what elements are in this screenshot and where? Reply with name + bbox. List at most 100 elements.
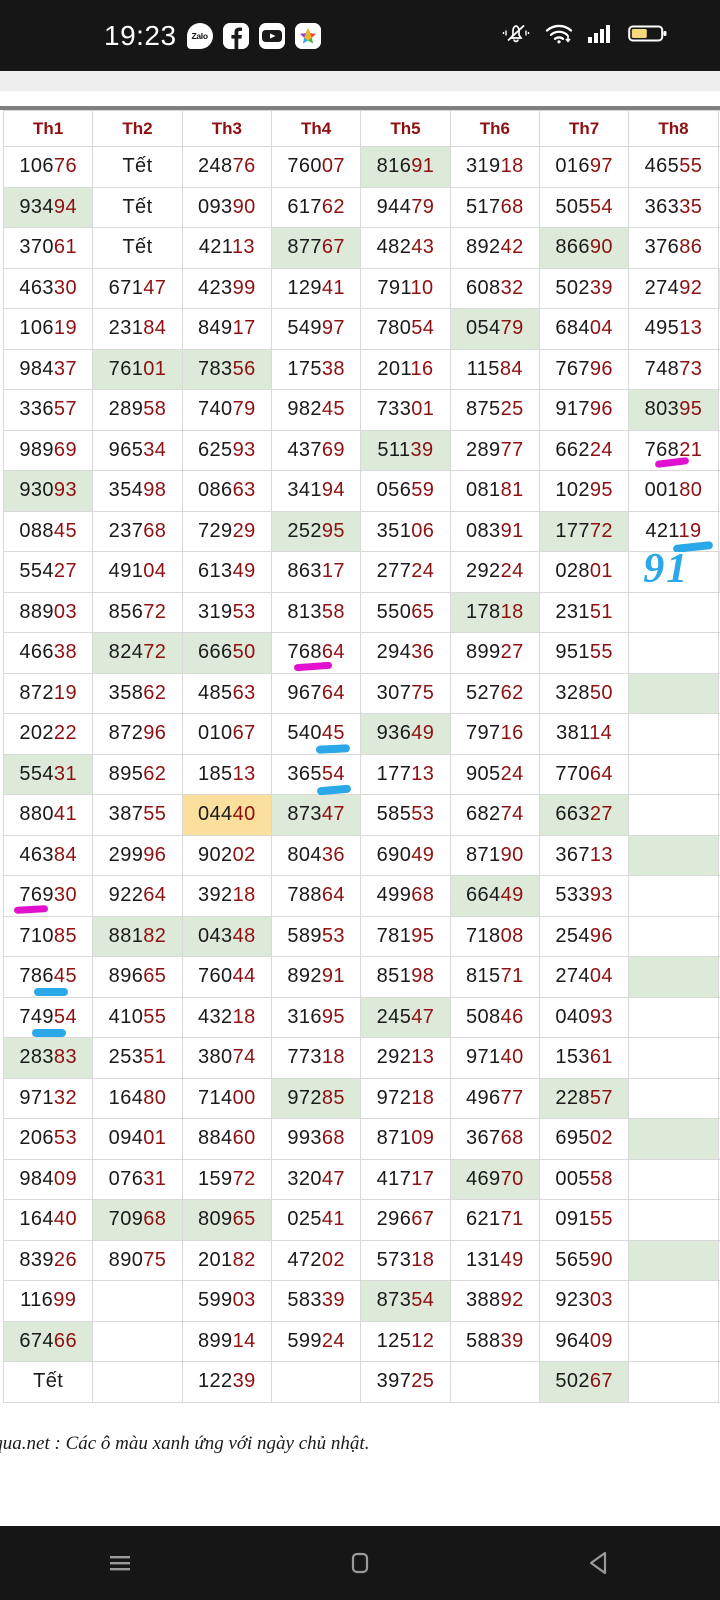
youtube-glyph (258, 22, 285, 49)
cell-r13-c1: 46638 (2, 632, 94, 674)
cell-tail-digits: 61 (53, 236, 77, 259)
cell-tail-digits: 73 (679, 357, 703, 380)
cell-tail-digits: 47 (143, 276, 167, 299)
cell-r21-c4: 89291 (270, 956, 362, 998)
battery-icon (628, 20, 668, 51)
cell-tail-digits: 32 (500, 276, 524, 299)
cell-tail-digits: 97 (589, 155, 613, 178)
recents-button[interactable] (60, 1526, 180, 1600)
table-row: 55431 89562 18513 36554 17713 90524 77064 (2, 753, 720, 796)
table-row: 20222 87296 01067 54045 93649 79716 38114 (2, 713, 720, 755)
cell-tail-digits: 55 (143, 803, 167, 826)
cell-r17-c5: 58553 (360, 794, 451, 836)
cell-tail-digits: 50 (232, 641, 256, 664)
cell-tail-digits: 01 (411, 398, 435, 421)
cell-tail-digits: 45 (321, 398, 345, 421)
page-content: Th1Th2Th3Th4Th5Th6Th7Th8Th9 10676Tết2487… (0, 71, 720, 1526)
cell-r6-c5: 20116 (360, 348, 451, 390)
cell-tail-digits: 65 (411, 600, 435, 623)
cell-r19-c1: 76930 (2, 875, 94, 917)
cell-tail-digits: 04 (143, 560, 167, 583)
cell-tail-digits: 19 (53, 681, 77, 704)
cell-r22-c7: 04093 (538, 996, 630, 1038)
cell-tail-digits: 44 (232, 965, 256, 988)
cell-tail-digits: 98 (143, 479, 167, 502)
cell-tail-digits: 58 (321, 600, 345, 623)
cell-tail-digits: 99 (53, 1289, 77, 1312)
cell-r27-c4: 02541 (270, 1199, 362, 1241)
cell-r2-c3: 09390 (181, 186, 272, 228)
cell-r20-c2: 88182 (92, 915, 183, 957)
cell-r28-c2: 89075 (92, 1239, 183, 1281)
cell-r4-c8: 27492 (628, 267, 719, 309)
cell-tail-digits: 01 (143, 357, 167, 380)
cell-r29-c3: 59903 (181, 1280, 272, 1322)
column-header-th2: Th2 (92, 110, 183, 147)
cell-r10-c3: 72929 (181, 510, 272, 552)
back-button[interactable] (540, 1526, 660, 1600)
cell-tail-digits: 59 (411, 479, 435, 502)
cell-tail-digits: 63 (232, 681, 256, 704)
cell-r6-c4: 17538 (270, 348, 362, 390)
cell-r5-c4: 54997 (270, 308, 362, 350)
cell-r31-c8 (628, 1361, 719, 1403)
cell-tail-digits: 29 (232, 519, 256, 542)
home-button[interactable] (300, 1526, 420, 1600)
browser-toolbar-strip (0, 71, 720, 91)
cell-r28-c3: 20182 (181, 1239, 272, 1281)
column-header-th6: Th6 (449, 110, 540, 147)
cell-r20-c3: 04348 (181, 915, 272, 957)
recents-icon (110, 1556, 130, 1571)
cell-r8-c5: 51139 (360, 429, 451, 471)
cell-r21-c2: 89665 (92, 956, 183, 998)
cell-r7-c4: 98245 (270, 389, 362, 431)
cell-tail-digits: 02 (589, 1127, 613, 1150)
cell-r9-c6: 08181 (449, 470, 540, 512)
cell-r4-c7: 50239 (538, 267, 630, 309)
cell-tail-digits: 00 (232, 1086, 256, 1109)
cell-r16-c6: 90524 (449, 753, 540, 795)
cell-tail-digits: 39 (410, 438, 434, 461)
cell-r20-c4: 58953 (270, 915, 362, 957)
cell-r25-c2: 09401 (92, 1118, 183, 1160)
cell-tail-digits: 09 (589, 1329, 613, 1352)
cell-r7-c3: 74079 (181, 389, 272, 431)
column-header-th3: Th3 (181, 110, 272, 147)
cell-tail-digits: 49 (500, 884, 524, 907)
cell-tail-digits: 31 (143, 1167, 167, 1190)
cell-tail-digits: 16 (500, 722, 524, 745)
cell-tail-digits: 18 (500, 155, 524, 178)
cell-tail-digits: 95 (589, 479, 613, 502)
cell-tail-digits: 68 (143, 1208, 167, 1231)
cell-r7-c1: 33657 (2, 389, 94, 431)
cell-tail-digits: 14 (232, 1329, 256, 1352)
cell-tail-digits: 55 (589, 1208, 613, 1231)
cell-r27-c6: 62171 (449, 1199, 540, 1241)
cell-r24-c6: 49677 (449, 1077, 540, 1119)
magenta-underline-annotation (13, 904, 49, 914)
cell-tail-digits: 61 (589, 1046, 613, 1069)
cell-r14-c5: 30775 (360, 672, 451, 714)
table-row: 33657 28958 74079 98245 73301 87525 91796 80395 (2, 389, 720, 431)
table-row: 88041 38755 04440 87347 58553 68274 66327 (2, 794, 720, 836)
cell-tail-digits: 51 (589, 600, 613, 623)
cell-r2-c6: 51768 (449, 186, 540, 228)
cell-r6-c6: 11584 (449, 348, 540, 390)
cell-r8-c4: 43769 (270, 429, 362, 471)
cell-r7-c5: 73301 (360, 389, 451, 431)
zalo-icon: Zalo (186, 22, 213, 49)
cell-r25-c5: 87109 (360, 1118, 451, 1160)
cell-tail-digits: 31 (53, 762, 77, 785)
cell-r5-c1: 10619 (2, 308, 94, 350)
cell-tail-digits: 43 (411, 236, 435, 259)
lottery-table-scroll-area[interactable]: Th1Th2Th3Th4Th5Th6Th7Th8Th9 10676Tết2487… (0, 106, 720, 1403)
cell-r25-c7: 69502 (538, 1118, 630, 1160)
cell-r2-c4: 61762 (270, 186, 362, 228)
table-row: 83926 89075 20182 47202 57318 13149 56590 (2, 1239, 720, 1281)
cell-tail-digits: 38 (321, 357, 345, 380)
cell-tail-digits: 54 (411, 317, 435, 340)
cell-r9-c1: 93093 (2, 470, 94, 512)
cell-r4-c6: 60832 (449, 267, 540, 309)
cell-tail-digits: 30 (53, 276, 77, 299)
cell-tail-digits: 32 (53, 1086, 77, 1109)
